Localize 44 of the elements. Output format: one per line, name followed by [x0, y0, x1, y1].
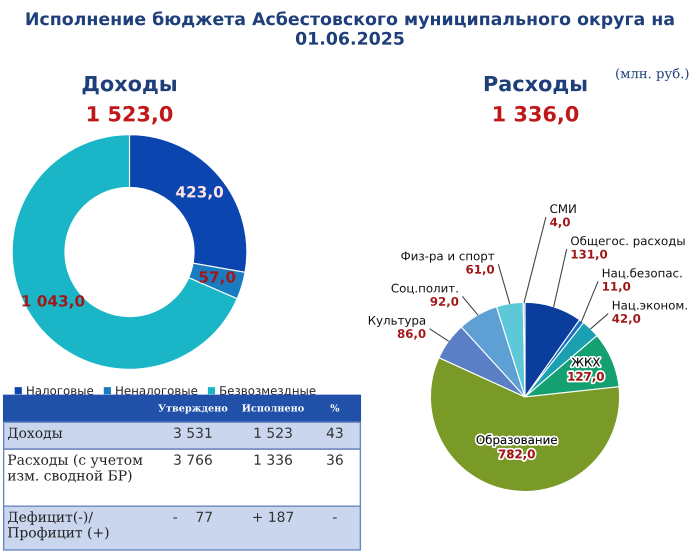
slice-label: СМИ [550, 204, 576, 214]
legend-label: Неналоговые [116, 386, 198, 395]
category-label: % [330, 404, 340, 412]
category-label: Доходы [8, 428, 62, 440]
slice-label: Нац.безопас. [602, 268, 682, 279]
chart-subtitle: 1 523,0 [88, 106, 172, 124]
text: + 187 [253, 512, 294, 522]
text: 43 [326, 428, 343, 438]
text: 3 766 [174, 454, 212, 465]
category-label: Исполнено [242, 404, 304, 412]
text: 3 531 [174, 428, 212, 438]
data-label: 86,0 [398, 329, 426, 340]
text: 36 [327, 454, 343, 465]
chart-title: Расходы [484, 76, 586, 94]
chart-subtitle: 1 336,0 [494, 106, 578, 124]
text: 1 523 [254, 428, 292, 438]
data-label: 92,0 [430, 296, 458, 308]
text: Исполнение бюджета Асбестовского муниципального округа на 01.06.2025 [26, 11, 674, 45]
slice-label: Общегос. расходы [571, 236, 685, 248]
slice-label: Физ-ра и спорт [401, 252, 494, 263]
text: 1 336 [254, 454, 292, 465]
data-label: 127,0 [568, 372, 604, 382]
data-label: 11,0 [603, 282, 630, 292]
data-label: 42,0 [612, 314, 640, 324]
slice-label: ЖКХ [571, 358, 600, 366]
text: - [333, 517, 337, 519]
category-label: Дефицит(-)/ Профицит (+) [8, 511, 108, 540]
slice-label: Нац.эконом. [612, 300, 687, 312]
legend-label: Безвозмездные [220, 386, 316, 396]
legend-label: Налоговые [27, 386, 94, 395]
text: (млн. руб.) [616, 68, 688, 82]
category-label: Расходы (с учетом изм. сводной БР) [8, 454, 142, 483]
text: - 77 [173, 512, 212, 522]
chart-title: Доходы [82, 76, 176, 94]
slice-label: Соц.полит. [392, 284, 458, 294]
slice-label: Образование [476, 434, 557, 446]
category-label: Утверждено [158, 404, 228, 414]
slice-label: Культура [368, 316, 426, 328]
data-label: 131,0 [572, 250, 608, 260]
data-label: 61,0 [466, 264, 494, 276]
data-label: 4,0 [550, 218, 570, 228]
data-label: 423,0 [176, 186, 224, 200]
data-label: 782,0 [498, 449, 535, 460]
data-label: 57,0 [199, 271, 236, 285]
